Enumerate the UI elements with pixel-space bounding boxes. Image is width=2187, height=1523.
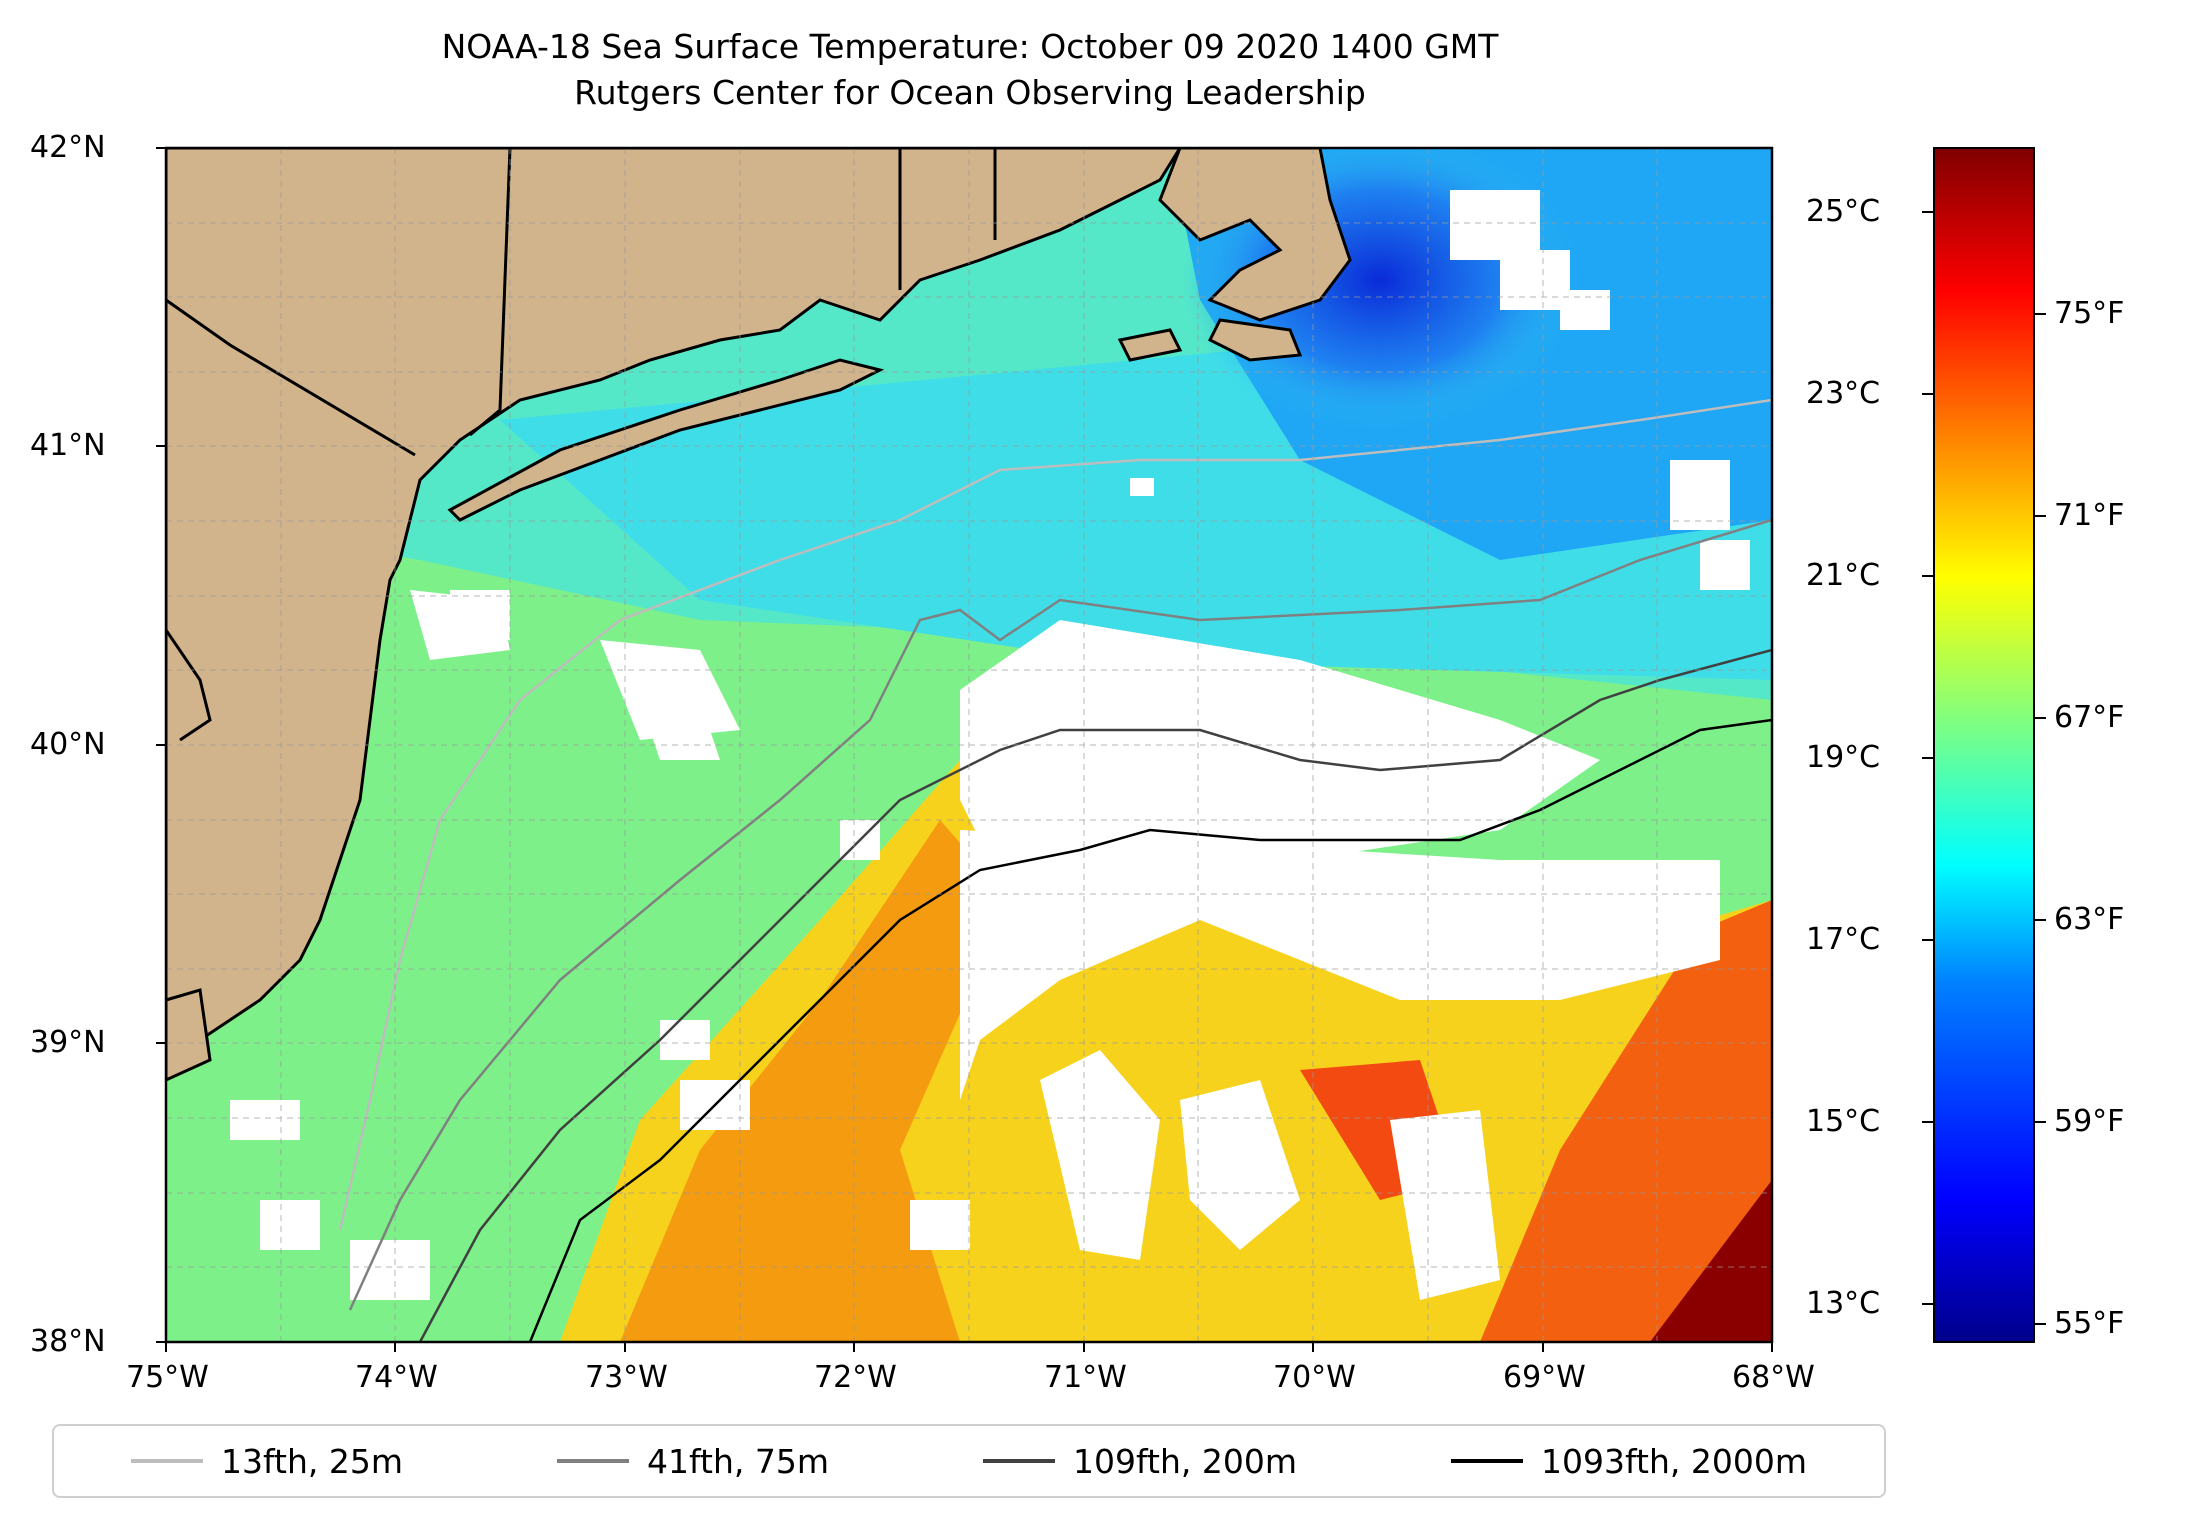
cloud-mask-5 [1390, 1110, 1500, 1300]
cb-label-67f: 67°F [2054, 700, 2125, 735]
cb-label-55f: 55°F [2054, 1306, 2125, 1341]
land-marthas-vineyard [1117, 328, 1183, 362]
lon-label-68: 68°W [1732, 1360, 1815, 1395]
colorbar-celsius-ticks [1922, 211, 1934, 1305]
land-cape-cod [1158, 148, 1352, 322]
cloud-mask-12 [660, 1020, 710, 1060]
cloud-mask-7 [640, 700, 720, 760]
cloud-mask-22 [910, 1200, 970, 1250]
gulf-stream-core [1650, 1180, 1772, 1342]
legend-item-200m: 109fth, 200m [983, 1442, 1297, 1481]
cb-label-21c: 21°C [1806, 558, 1881, 593]
lon-label-74: 74°W [355, 1360, 438, 1395]
legend-swatch-25m [131, 1459, 203, 1463]
title-line-2: Rutgers Center for Ocean Observing Leade… [574, 73, 1366, 112]
lon-label-75: 75°W [126, 1360, 209, 1395]
lat-label-40: 40°N [30, 727, 106, 762]
cloud-mask-20 [450, 590, 510, 640]
legend-swatch-200m [983, 1459, 1055, 1463]
legend-item-75m: 41fth, 75m [557, 1442, 829, 1481]
contour-25m [338, 398, 1772, 1231]
cb-label-23c: 23°C [1806, 376, 1881, 411]
legend-swatch-2000m [1451, 1459, 1523, 1463]
lat-label-38: 38°N [30, 1324, 106, 1359]
state-border-nj-pa [166, 629, 212, 742]
cb-label-59f: 59°F [2054, 1104, 2125, 1139]
contour-200m [418, 648, 1772, 1342]
lat-tick-marks [156, 147, 166, 1343]
legend-item-2000m: 1093fth, 2000m [1451, 1442, 1807, 1481]
cloud-mask-16 [1560, 290, 1610, 330]
cb-label-19c: 19°C [1806, 740, 1881, 775]
cb-label-75f: 75°F [2054, 296, 2125, 331]
map-title: NOAA-18 Sea Surface Temperature: October… [0, 24, 1940, 116]
cb-label-17c: 17°C [1806, 922, 1881, 957]
lon-label-71: 71°W [1044, 1360, 1127, 1395]
colorbar-fahrenheit-ticks [2034, 313, 2046, 1325]
land-long-island [447, 358, 885, 522]
cloud-mask-18 [1700, 540, 1750, 590]
cb-label-15c: 15°C [1806, 1104, 1881, 1139]
legend-label-200m: 109fth, 200m [1073, 1441, 1297, 1481]
cb-label-63f: 63°F [2054, 902, 2125, 937]
lon-label-72: 72°W [814, 1360, 897, 1395]
legend-item-25m: 13fth, 25m [131, 1442, 403, 1481]
cloud-mask-14 [1450, 190, 1540, 260]
contour-legend: 13fth, 25m 41fth, 75m 109fth, 200m 1093f… [52, 1424, 1886, 1498]
gulf-stream-edge [1480, 900, 1772, 1342]
cloud-mask-10 [260, 1200, 320, 1250]
legend-swatch-75m [557, 1459, 629, 1463]
cloud-mask-3 [1040, 1050, 1160, 1260]
cloud-mask-4 [1180, 1080, 1300, 1250]
cloud-mask-19 [1130, 478, 1154, 496]
lon-label-70: 70°W [1273, 1360, 1356, 1395]
contour-2000m [528, 718, 1772, 1342]
land-delaware [166, 988, 212, 1082]
cloud-mask-17 [1670, 460, 1730, 530]
lat-label-41: 41°N [30, 428, 106, 463]
legend-label-25m: 13fth, 25m [221, 1441, 403, 1481]
lon-label-73: 73°W [585, 1360, 668, 1395]
cb-label-71f: 71°F [2054, 498, 2125, 533]
cb-label-25c: 25°C [1806, 194, 1881, 229]
state-border-ny-ct [469, 148, 512, 437]
legend-label-75m: 41fth, 75m [647, 1441, 829, 1481]
gridlines [166, 148, 1772, 1342]
lon-tick-marks [165, 1342, 1773, 1352]
state-border-ny-nj [166, 298, 416, 457]
map-body [166, 148, 1772, 1342]
cloud-mask-1 [960, 620, 1600, 900]
cloud-mask-2 [960, 830, 1720, 1100]
cb-label-13c: 13°C [1806, 1286, 1881, 1321]
lat-label-42: 42°N [30, 130, 106, 165]
title-line-1: NOAA-18 Sea Surface Temperature: October… [441, 27, 1499, 66]
land-nantucket [1207, 318, 1303, 362]
legend-label-2000m: 1093fth, 2000m [1541, 1441, 1807, 1481]
cloud-mask-11 [350, 1240, 430, 1300]
lon-label-69: 69°W [1503, 1360, 1586, 1395]
colorbar [1933, 147, 2035, 1343]
lat-label-39: 39°N [30, 1025, 106, 1060]
cloud-mask-9 [230, 1100, 300, 1140]
cloud-mask-15 [1500, 250, 1570, 310]
